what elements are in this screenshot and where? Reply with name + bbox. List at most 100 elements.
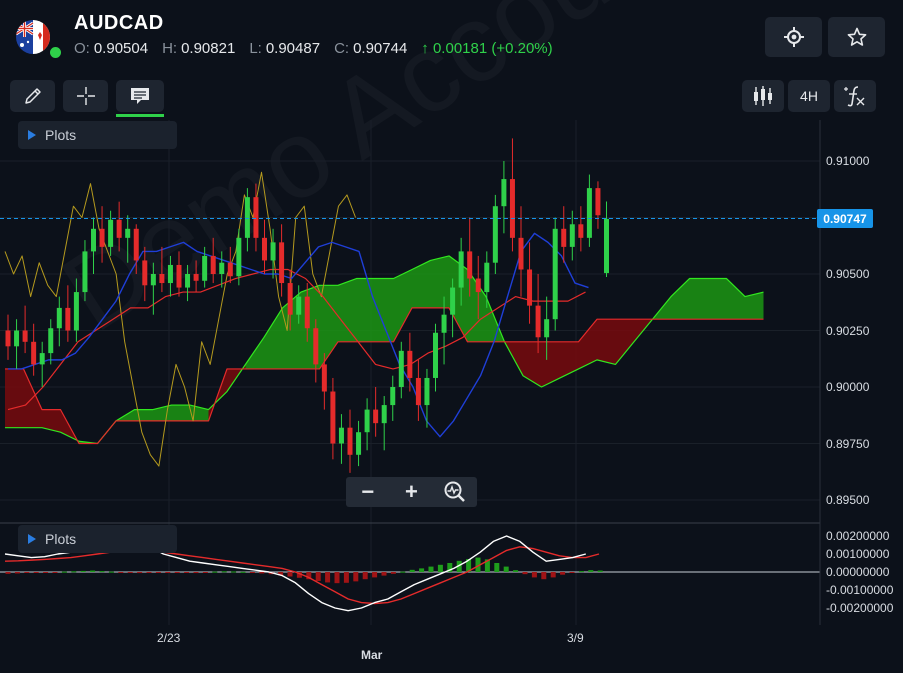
macd-histogram-bar <box>155 572 161 573</box>
candle-body <box>390 387 396 406</box>
auto-fit-button[interactable] <box>440 479 470 505</box>
macd-histogram-bar <box>90 570 96 572</box>
zoom-in-button[interactable]: + <box>405 479 418 504</box>
price-axis-tick: 0.90250 <box>826 323 870 338</box>
candle-body <box>167 264 173 284</box>
candle-body <box>364 409 370 433</box>
macd-histogram-bar <box>513 570 519 572</box>
chart-type-button[interactable] <box>742 80 784 112</box>
candle-body <box>227 262 233 277</box>
candle-body <box>578 224 584 238</box>
macd-histogram-bar <box>419 568 425 572</box>
macd-histogram-bar <box>43 572 49 573</box>
cloud-segment <box>42 409 61 433</box>
candle-body <box>458 251 464 288</box>
comment-icon <box>131 88 149 104</box>
oscillator-axis-tick: 0.00100000 <box>826 547 890 561</box>
macd-histogram-bar <box>193 572 199 574</box>
cloud-segment <box>578 319 597 369</box>
candle-body <box>433 332 438 378</box>
macd-histogram-bar <box>278 572 284 576</box>
zoom-out-button[interactable]: − <box>361 479 375 504</box>
timeframe-button[interactable]: 4H <box>788 80 830 112</box>
macd-histogram-bar <box>184 572 190 573</box>
symbol-title[interactable]: AUDCAD <box>74 12 164 34</box>
cloud-segment <box>412 260 431 308</box>
draw-tool-button[interactable] <box>10 80 55 112</box>
candle-body <box>330 391 336 444</box>
candle-body <box>527 269 533 306</box>
macd-histogram-bar <box>531 572 537 578</box>
macd-histogram-bar <box>588 570 594 572</box>
candle-body <box>236 237 242 277</box>
candle-body <box>99 228 105 247</box>
zoom-fit-icon <box>444 481 466 502</box>
crosshair-target-button[interactable] <box>765 17 822 57</box>
crosshair-icon <box>76 87 95 105</box>
macd-histogram-bar <box>221 571 227 573</box>
macd-histogram-bar <box>5 572 11 574</box>
candle-body <box>595 188 601 216</box>
macd-histogram-bar <box>437 564 443 572</box>
macd-histogram-bar <box>541 572 547 580</box>
macd-histogram-bar <box>362 572 368 580</box>
current-price-tag: 0.90747 <box>817 209 873 228</box>
macd-histogram-bar <box>503 566 509 572</box>
cloud-segment <box>541 341 560 387</box>
cloud-segment <box>393 269 412 342</box>
cloud-segment <box>430 255 449 308</box>
plots-label: Plots <box>45 531 77 547</box>
candle-body <box>125 228 131 238</box>
candle-body <box>321 364 327 392</box>
macd-histogram-bar <box>381 572 387 576</box>
candle-body <box>31 341 37 365</box>
macd-histogram-bar <box>466 559 472 572</box>
indicators-button[interactable] <box>834 80 876 112</box>
macd-histogram-bar <box>99 571 105 573</box>
candle-body <box>356 432 362 455</box>
candle-body <box>219 262 225 274</box>
macd-histogram-bar <box>259 572 265 574</box>
candle-body <box>415 377 421 406</box>
oscillator-axis-tick: -0.00100000 <box>826 583 894 597</box>
macd-histogram-bar <box>127 572 133 573</box>
macd-histogram-bar <box>447 563 453 572</box>
kijun-sen <box>7 268 586 411</box>
favorite-button[interactable] <box>828 17 885 57</box>
macd-histogram-bar <box>146 572 152 573</box>
cloud-segment <box>560 341 579 378</box>
candle-body <box>185 274 191 288</box>
ohlc-readout: O: 0.90504 H: 0.90821 L: 0.90487 C: 0.90744 … <box>74 40 553 57</box>
candle-body <box>202 255 208 281</box>
price-axis-tick: 0.90500 <box>826 267 870 281</box>
candle-body <box>296 296 302 315</box>
candle-body <box>475 278 481 293</box>
macd-histogram-bar <box>137 572 143 574</box>
pencil-icon <box>24 88 41 104</box>
plots-toggle-main[interactable]: Plots <box>18 121 177 149</box>
macd-histogram-bar <box>240 571 246 573</box>
macd-histogram-bar <box>174 572 180 573</box>
macd-histogram-bar <box>578 571 584 573</box>
target-icon <box>783 27 804 47</box>
price-axis-tick: 0.91000 <box>826 154 870 168</box>
macd-histogram-bar <box>390 572 396 574</box>
cloud-segment <box>338 278 357 342</box>
candle-body <box>108 219 114 247</box>
candle-body <box>159 274 165 284</box>
ohlc-open: O: 0.90504 <box>74 40 149 57</box>
candle-body <box>56 307 62 329</box>
candle-body <box>509 179 515 238</box>
candle-body <box>39 353 45 365</box>
crosshair-tool-button[interactable] <box>63 80 108 112</box>
macd-histogram-bar <box>428 566 434 572</box>
candle-body <box>244 197 250 238</box>
ohlc-high: H: 0.90821 <box>162 40 236 57</box>
price-change: ↑ 0.00181 (+0.20%) <box>421 40 553 57</box>
candles <box>5 138 609 473</box>
plots-toggle-oscillator[interactable]: Plots <box>18 525 177 553</box>
ichimoku-lines <box>4 171 764 467</box>
comment-tool-button[interactable] <box>116 80 164 112</box>
cloud-segment <box>171 405 190 421</box>
